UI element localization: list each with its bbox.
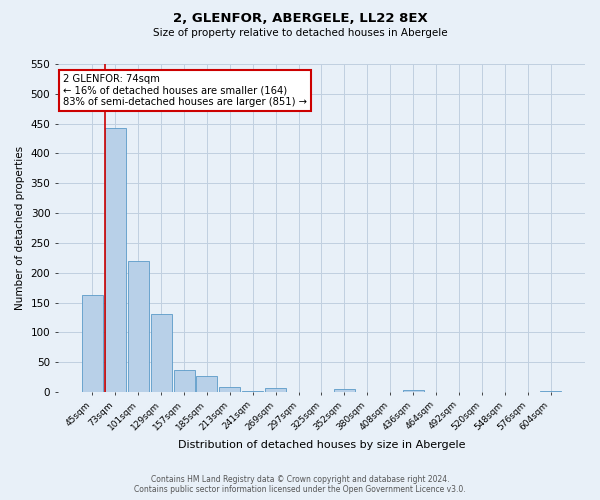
Bar <box>242 391 263 392</box>
Bar <box>334 389 355 392</box>
Bar <box>82 295 103 392</box>
Bar <box>128 261 149 392</box>
Bar <box>151 314 172 392</box>
Text: Size of property relative to detached houses in Abergele: Size of property relative to detached ho… <box>152 28 448 38</box>
Y-axis label: Number of detached properties: Number of detached properties <box>15 146 25 310</box>
Text: 2 GLENFOR: 74sqm
← 16% of detached houses are smaller (164)
83% of semi-detached: 2 GLENFOR: 74sqm ← 16% of detached house… <box>63 74 307 107</box>
Bar <box>220 386 241 392</box>
Text: Contains HM Land Registry data © Crown copyright and database right 2024.
Contai: Contains HM Land Registry data © Crown c… <box>134 474 466 494</box>
Bar <box>173 370 194 392</box>
Bar <box>265 388 286 392</box>
Bar <box>105 128 126 392</box>
Bar <box>403 390 424 392</box>
X-axis label: Distribution of detached houses by size in Abergele: Distribution of detached houses by size … <box>178 440 465 450</box>
Text: 2, GLENFOR, ABERGELE, LL22 8EX: 2, GLENFOR, ABERGELE, LL22 8EX <box>173 12 427 26</box>
Bar <box>196 376 217 392</box>
Bar <box>540 391 561 392</box>
